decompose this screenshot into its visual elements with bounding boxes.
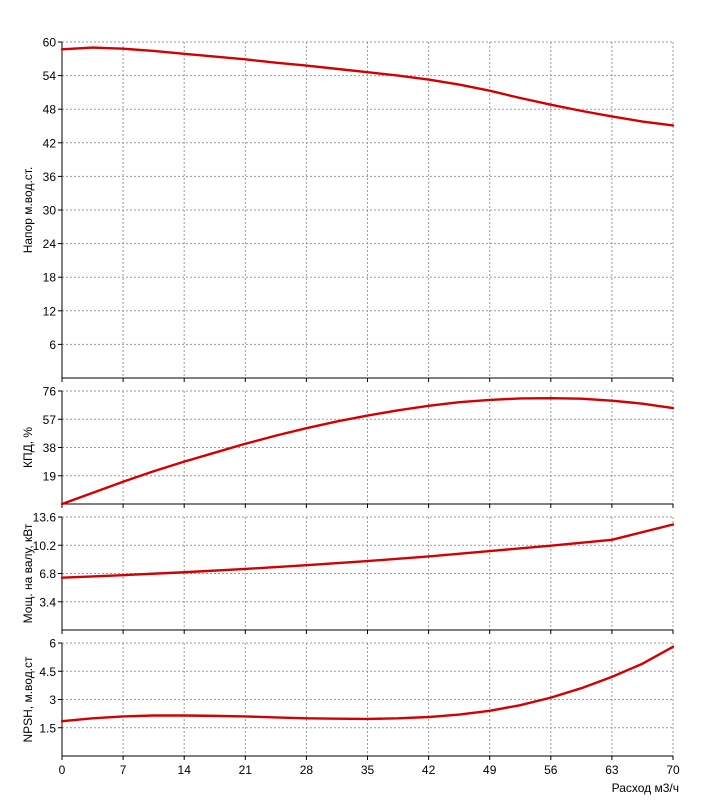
panel-4-series-line: [60, 645, 675, 723]
panel-3-ytick-label: 13.6: [33, 511, 57, 525]
panel-1-ytick-label: 60: [43, 36, 57, 50]
panel-1-series-line: [60, 46, 675, 127]
panel-2-ytick-label: 38: [43, 441, 57, 455]
panel-1-ytick-label: 24: [43, 237, 57, 251]
xtick-label: 28: [300, 763, 314, 777]
panel-2-ytick-label: 19: [43, 469, 57, 483]
panel-1-ylabel: Напор м.вод.ст.: [21, 167, 35, 254]
panel-2-ytick-label: 57: [43, 413, 57, 427]
panel-1-ytick-label: 48: [43, 103, 57, 117]
panel-2-series-line: [60, 396, 675, 506]
panel-1-ytick-label: 12: [43, 304, 57, 318]
xtick-label: 63: [605, 763, 619, 777]
panel-1-ytick-label: 30: [43, 204, 57, 218]
panel-4-ytick-label: 4.5: [39, 665, 56, 679]
panel-1-ytick-label: 54: [43, 69, 57, 83]
panel-4-ylabel: NPSH, м.вод.ст: [21, 656, 35, 743]
panel-2-ylabel: КПД, %: [21, 427, 35, 468]
panel-3-ytick-label: 3.4: [39, 595, 56, 609]
xtick-label: 35: [361, 763, 375, 777]
xtick-label: 0: [59, 763, 66, 777]
xtick-label: 56: [544, 763, 558, 777]
panel-3-ylabel: Мощ. на валу, кВт: [21, 523, 35, 623]
panel-1-ytick-label: 42: [43, 136, 57, 150]
panel-2-ytick-label: 76: [43, 385, 57, 399]
panel-3-ytick-label: 6.8: [39, 567, 56, 581]
panel-4-ytick-label: 1.5: [39, 721, 56, 735]
panel-4-ytick-label: 6: [49, 637, 56, 651]
xlabel: Расход м3/ч: [612, 781, 679, 795]
panel-3-ytick-label: 10.2: [33, 539, 57, 553]
xtick-label: 42: [422, 763, 436, 777]
panel-3-series-line: [60, 523, 675, 579]
panel-1-ytick-label: 18: [43, 271, 57, 285]
xtick-label: 49: [483, 763, 497, 777]
xtick-label: 70: [666, 763, 680, 777]
xtick-label: 21: [239, 763, 253, 777]
xtick-label: 14: [178, 763, 192, 777]
xtick-label: 7: [120, 763, 127, 777]
panel-1-ytick-label: 36: [43, 170, 57, 184]
panel-1-ytick-label: 6: [49, 338, 56, 352]
panel-4-ytick-label: 3: [49, 693, 56, 707]
